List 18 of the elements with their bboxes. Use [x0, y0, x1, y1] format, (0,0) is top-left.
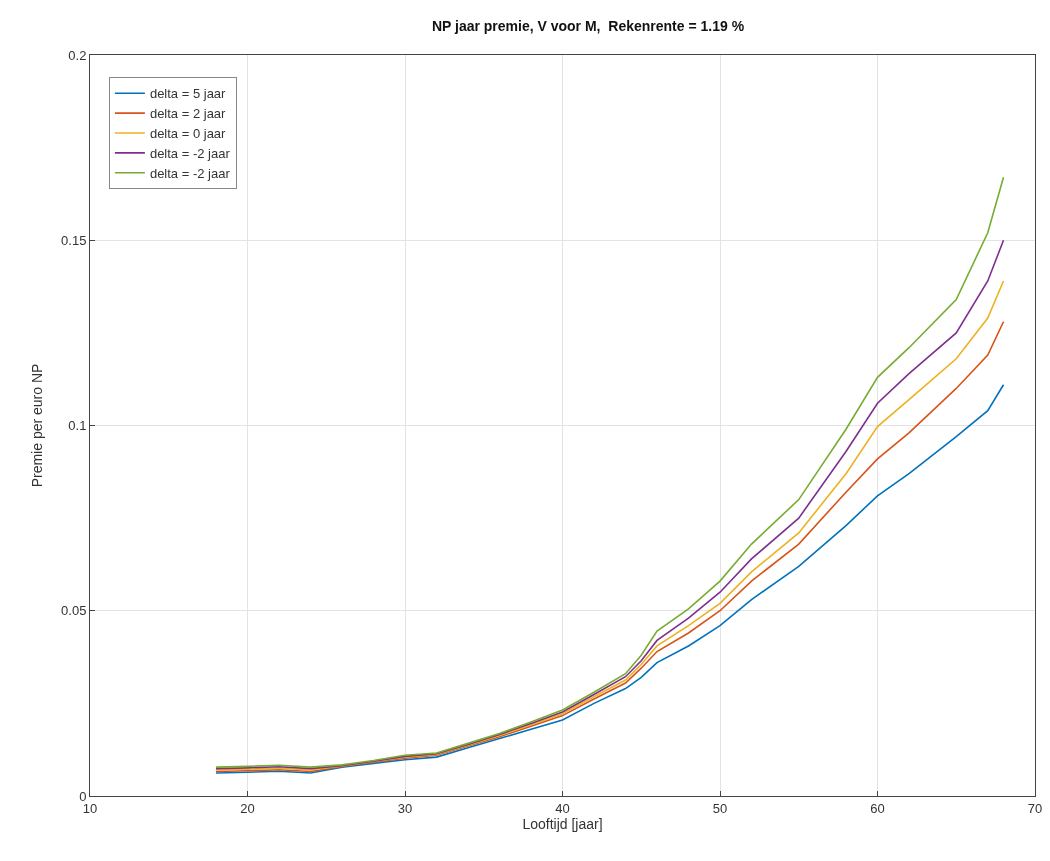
x-axis-title: Looftijd [jaar] [522, 815, 603, 832]
legend-label: delta = 0 jaar [149, 126, 227, 142]
x-tick-label: 50 [712, 800, 728, 816]
legend-label: delta = 5 jaar [149, 86, 227, 102]
y-tick-label: 0.2 [68, 47, 87, 63]
y-tick-label: 0.05 [61, 603, 87, 619]
chart-title: NP jaar premie, V voor M, Rekenrente = 1.19 % [431, 18, 745, 35]
x-tick-label: 40 [555, 800, 570, 816]
y-axis-title: Premie per euro NP [28, 363, 45, 488]
x-tick-label: 20 [240, 800, 255, 816]
legend-label: delta = 2 jaar [149, 106, 227, 122]
x-tick-label: 60 [870, 800, 885, 816]
legend-label: delta = -2 jaar [149, 165, 231, 181]
y-tick-label: 0.1 [68, 418, 87, 434]
x-tick-label: 30 [397, 800, 413, 816]
x-tick-label: 70 [1027, 800, 1043, 816]
legend-label: delta = -2 jaar [149, 145, 231, 161]
y-tick-label: 0.15 [61, 232, 87, 248]
